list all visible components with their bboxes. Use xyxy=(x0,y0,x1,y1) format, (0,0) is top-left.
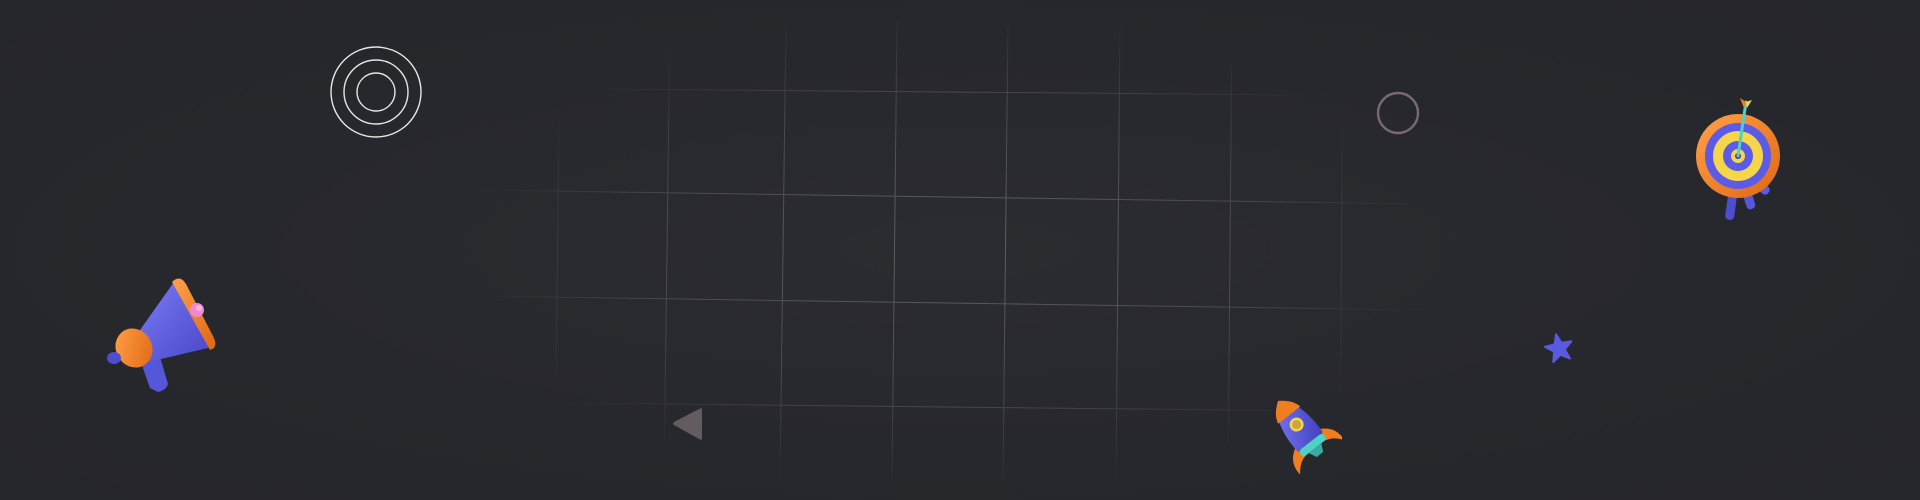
star-icon xyxy=(1543,333,1573,363)
play-triangle-icon xyxy=(673,408,702,440)
target-with-arrow-icon xyxy=(1696,98,1780,220)
circle-outline-icon xyxy=(1376,91,1420,135)
rocket-icon xyxy=(1275,400,1342,474)
megaphone-icon xyxy=(107,278,216,392)
concentric-circles-icon xyxy=(330,46,422,138)
